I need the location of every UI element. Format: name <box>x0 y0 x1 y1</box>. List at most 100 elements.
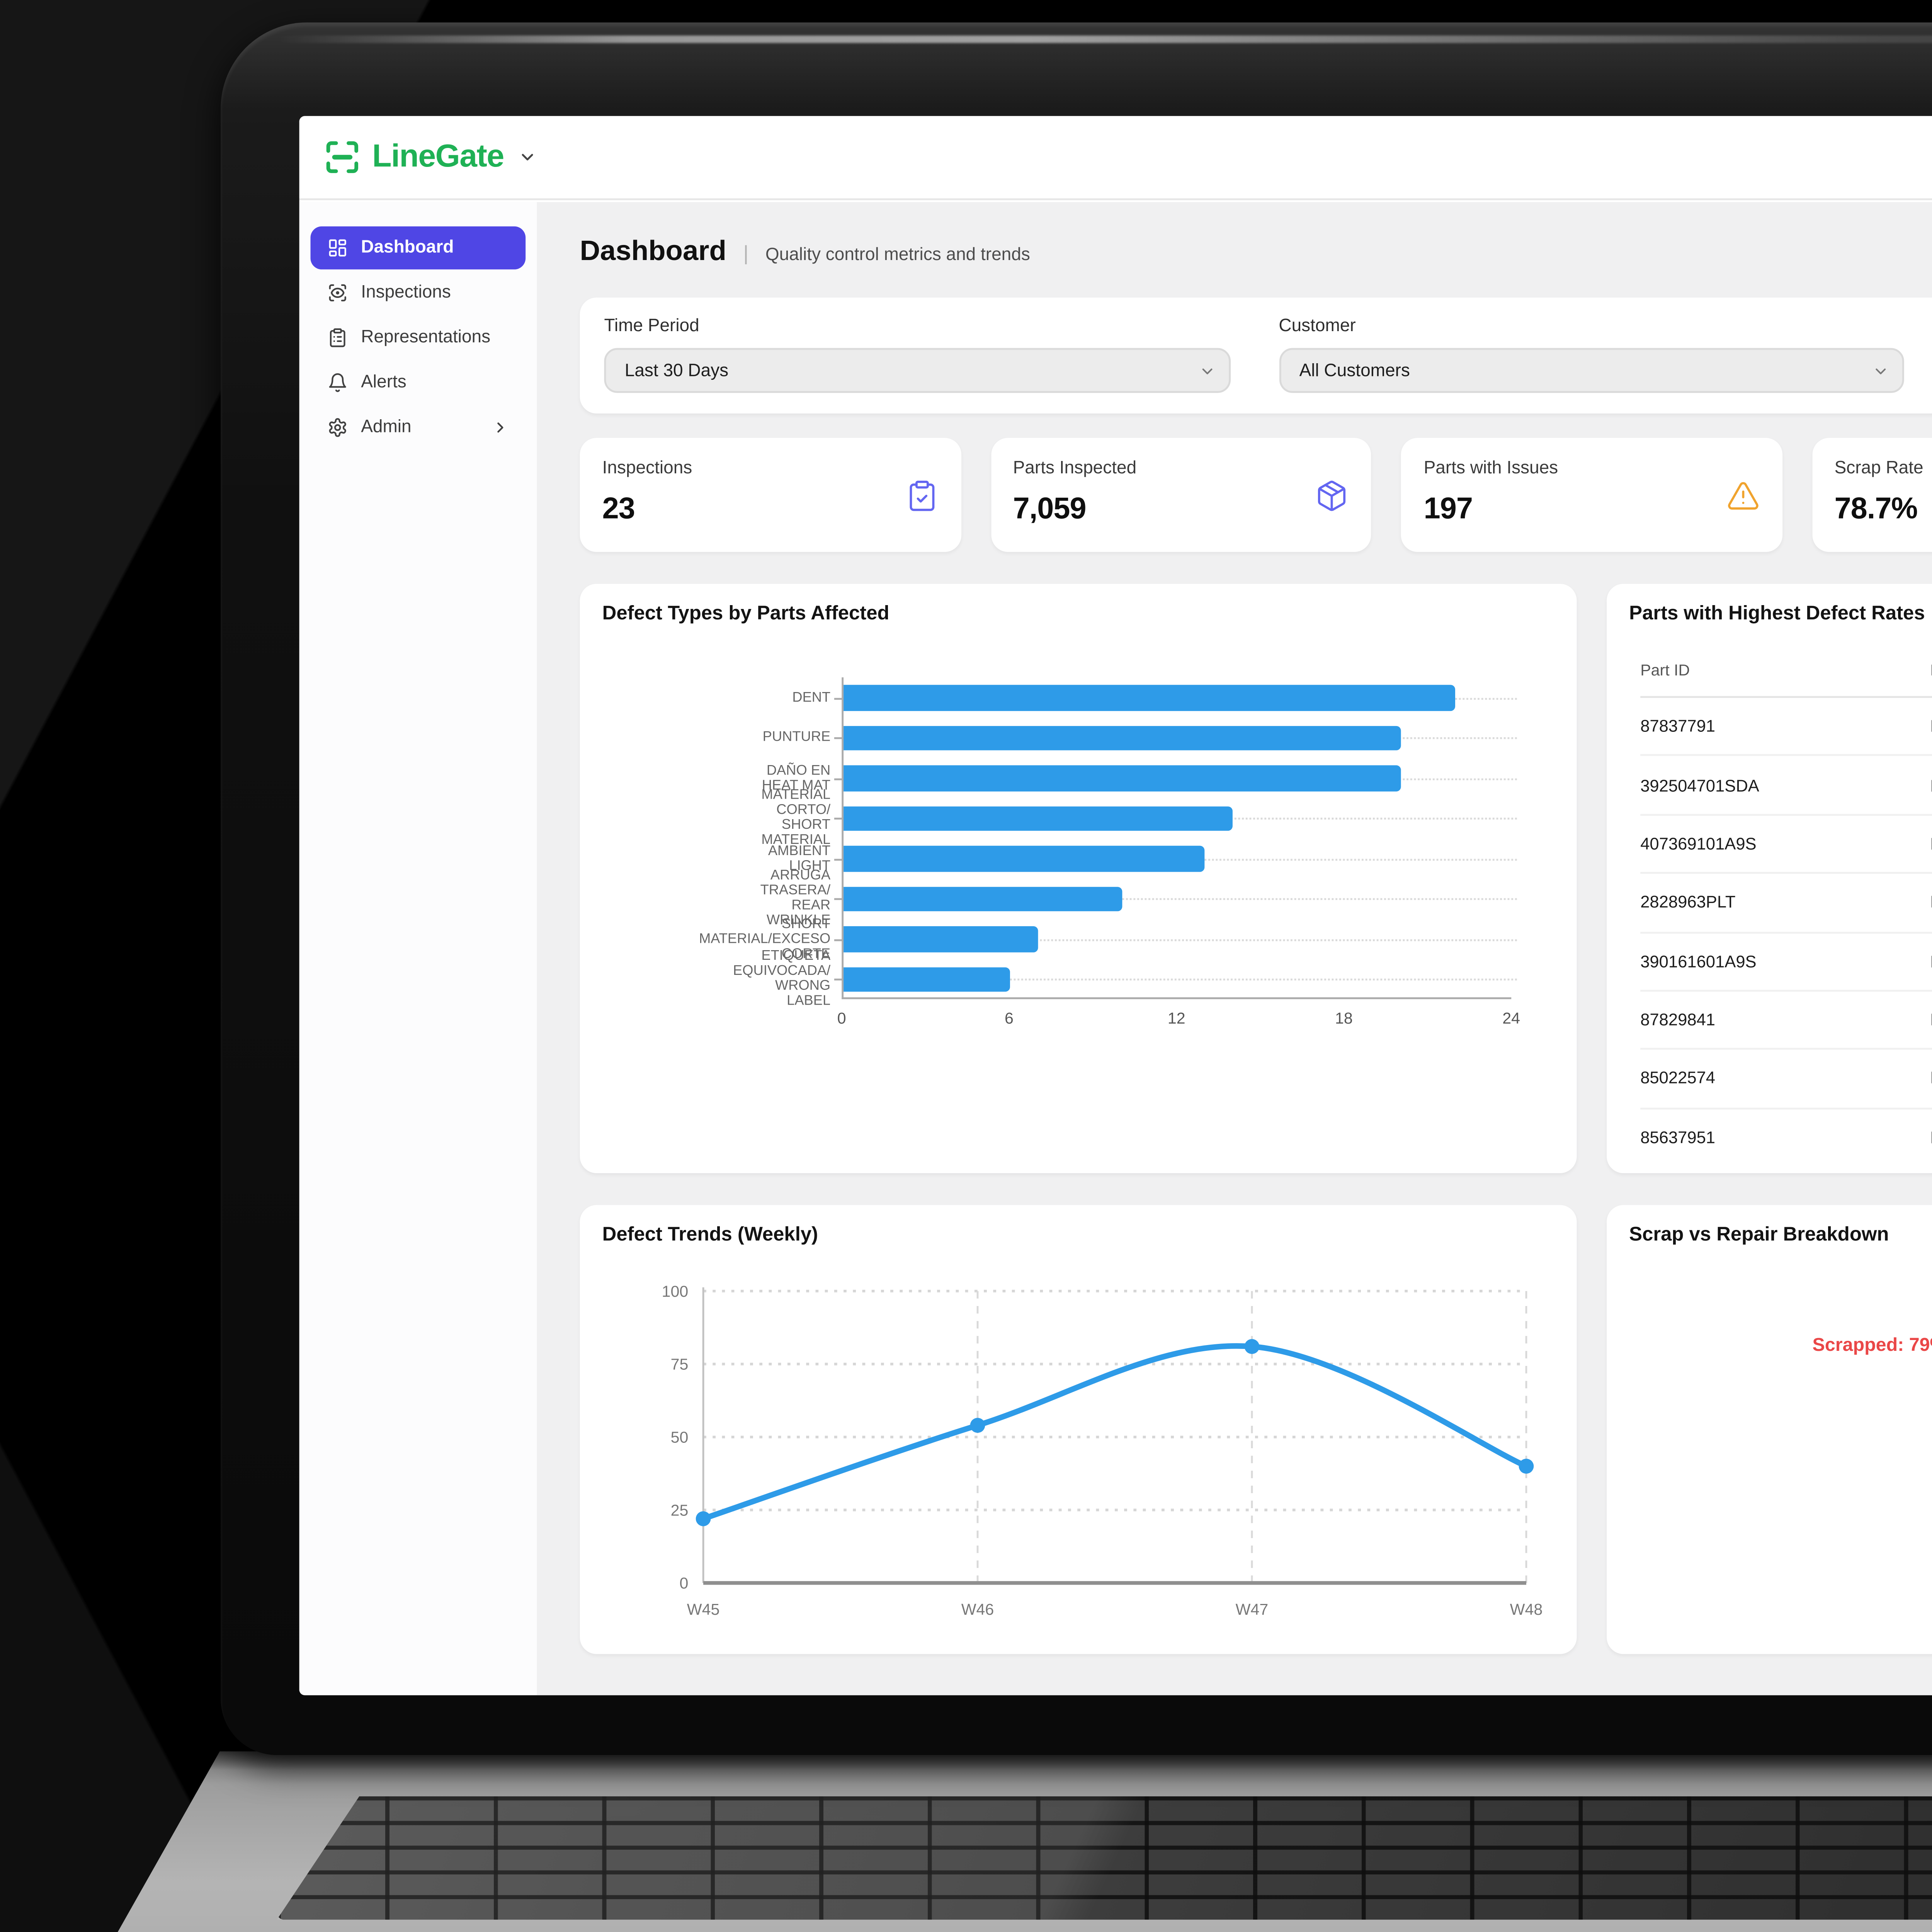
stat-card-scrap-rate: Scrap Rate 78.7% <box>1812 438 1932 552</box>
svg-text:100: 100 <box>662 1282 689 1300</box>
svg-text:W47: W47 <box>1236 1600 1269 1618</box>
sidebar-item-alerts[interactable]: Alerts <box>311 361 526 404</box>
app-window: LineGate MD Mathieu Delisee delisee.math… <box>299 116 1932 1696</box>
dashboard-grid-icon <box>329 239 346 257</box>
alert-triangle-icon <box>1728 481 1758 509</box>
sidebar-item-admin[interactable]: Admin <box>311 406 526 449</box>
bar-category-label: ETIQUETA EQUIVOCADA/ WRONG LABEL <box>733 947 831 1009</box>
table-cell: FLH ARMREST ASSY W HEAT SILV... <box>1930 814 1932 874</box>
svg-text:W46: W46 <box>961 1600 994 1618</box>
svg-text:50: 50 <box>671 1428 689 1446</box>
defect-rates-table-wrap: Part IDDescriptionInspectedRate 87837791… <box>1640 647 1932 1158</box>
bar-category-label: SHORT MATERIAL/EXCESO CORTE <box>699 914 831 961</box>
defect-types-card: Defect Types by Parts Affected DENT PUNTU… <box>580 583 1577 1173</box>
table-cell: RLH ARMREST PLATINUM <box>1930 873 1932 933</box>
stat-value: 7,059 <box>1013 494 1087 526</box>
bar <box>844 886 1122 912</box>
filter-label: Time Period <box>604 316 699 337</box>
bar-row: AMBIENT LIGHT <box>768 838 1517 878</box>
stat-card-inspections: Inspections 23 <box>580 438 961 552</box>
stat-label: Parts with Issues <box>1423 458 1558 479</box>
svg-text:0: 0 <box>679 1574 688 1592</box>
line-chart-svg: 0 25 50 75 100 W45 W46 W47 W48 <box>662 1282 1543 1618</box>
stat-value: 197 <box>1423 494 1473 526</box>
bar-row: DENT <box>792 677 1517 718</box>
filter-value: Last 30 Days <box>624 360 729 381</box>
bar <box>844 966 1011 992</box>
bar <box>844 725 1400 750</box>
filter-select[interactable]: Last 30 Days <box>604 348 1230 393</box>
x-tick-label: 24 <box>1502 1009 1520 1027</box>
table-header-description: Description <box>1930 647 1932 698</box>
defect-rates-table: Part IDDescriptionInspectedRate 87837791… <box>1640 647 1932 1165</box>
bar-row: PUNTURE <box>763 718 1517 758</box>
defect-trends-title: Defect Trends (Weekly) <box>602 1223 818 1247</box>
sidebar: Dashboard Inspections Representations Alert… <box>299 202 537 1696</box>
bar <box>844 805 1233 831</box>
sidebar-item-label: Dashboard <box>361 237 454 259</box>
chevron-down-icon <box>1202 367 1212 374</box>
filter-select[interactable]: All Customers <box>1279 348 1905 393</box>
filter-label: Customer <box>1279 316 1356 337</box>
bar-category-label: MATERIAL CORTO/ SHORT MATERIAL <box>761 786 831 848</box>
bar <box>844 926 1039 952</box>
table-cell: 2828963PLT <box>1640 873 1930 933</box>
stat-label: Scrap Rate <box>1834 458 1923 479</box>
stat-value: 23 <box>602 494 635 526</box>
table-row: 392504701SDAFLH ARMREST ASSY WO HEAT SA.… <box>1640 755 1932 816</box>
table-row: 2828963PLTRLH ARMREST PLATINUM2594.2% <box>1640 873 1932 933</box>
chevron-down-icon <box>1876 367 1886 374</box>
svg-text:W45: W45 <box>687 1600 720 1618</box>
stat-label: Inspections <box>602 458 692 479</box>
sidebar-item-label: Alerts <box>361 372 406 393</box>
svg-text:25: 25 <box>671 1501 689 1519</box>
sidebar-item-representations[interactable]: Representations <box>311 316 526 359</box>
brand[interactable]: LineGate <box>323 138 537 176</box>
chevron-right-icon <box>497 422 503 433</box>
defect-rates-table-card: Parts with Highest Defect Rates Part IDD… <box>1607 583 1932 1173</box>
bar <box>844 765 1400 791</box>
sidebar-nav: Dashboard Inspections Representations Alert… <box>299 202 537 475</box>
linegate-logo-icon <box>326 141 358 173</box>
charts-grid: Defect Types by Parts Affected DENT PUNTU… <box>580 583 1932 1654</box>
donut-legend: ScrappedRepaired <box>1607 1617 1932 1637</box>
scan-eye-icon <box>329 284 346 301</box>
x-tick-label: 12 <box>1167 1009 1185 1027</box>
defect-types-bar-chart: DENT PUNTURE DAÑO EN HEAT MAT MATERIAL CORT… <box>699 677 1517 1008</box>
defect-rates-table-title: Parts with Highest Defect Rates <box>1629 602 1925 625</box>
scrapped-annotation: Scrapped: 79% <box>1812 1336 1932 1357</box>
table-cell: 85022574 <box>1640 1049 1930 1109</box>
bar-row: ARRUGA TRASERA/ REAR WRINKLE <box>760 868 1517 928</box>
defect-trends-card: Defect Trends (Weekly) 0 25 50 75 100 W45 W46 W… <box>580 1205 1577 1654</box>
table-cell: FRH SKY COOL GRAY 2023 <box>1930 1108 1932 1166</box>
table-row: 85637951FRH SKY COOL GRAY 20232043.9% <box>1640 1108 1932 1166</box>
bar-row: ETIQUETA EQUIVOCADA/ WRONG LABEL <box>733 948 1517 1008</box>
stat-card-parts-with-issues: Parts with Issues 197 <box>1401 438 1782 552</box>
table-cell: FLH MAP POCKET SILVERSTONE <box>1930 932 1932 992</box>
app-header: LineGate MD Mathieu Delisee delisee.math… <box>299 116 1932 201</box>
sidebar-item-inspections[interactable]: Inspections <box>311 271 526 314</box>
chevron-down-icon[interactable] <box>519 148 537 167</box>
brand-name: LineGate <box>372 138 504 174</box>
x-tick-label: 18 <box>1335 1009 1353 1027</box>
laptop-keyboard <box>277 1796 1932 1920</box>
table-cell: FLH ARMREST ASSY WO HEAT SA... <box>1930 755 1932 816</box>
sidebar-item-dashboard[interactable]: Dashboard <box>310 226 526 270</box>
stats-row: Inspections 23 Parts Inspected 7,059 Parts w… <box>580 438 1932 552</box>
clipboard-list-icon <box>330 328 345 347</box>
table-cell: 87829841 <box>1640 990 1930 1050</box>
table-cell: 87837791 <box>1640 697 1930 757</box>
x-tick-label: 6 <box>1005 1009 1014 1027</box>
bar-row: SHORT MATERIAL/EXCESO CORTE <box>699 915 1517 960</box>
page-title: Dashboard <box>580 236 726 268</box>
gear-icon <box>329 418 346 437</box>
sidebar-item-label: Inspections <box>361 282 451 303</box>
title-separator: | <box>743 243 749 266</box>
table-cell: 390161601A9S <box>1640 932 1930 992</box>
table-row: 390161601A9SFLH MAP POCKET SILVERSTONE96… <box>1640 932 1932 992</box>
bar-row: DAÑO EN HEAT MAT <box>762 758 1517 798</box>
stat-value: 78.7% <box>1834 494 1918 526</box>
filter-customer: Customer All Customers <box>1279 316 1905 395</box>
filter-value: All Customers <box>1299 360 1410 381</box>
